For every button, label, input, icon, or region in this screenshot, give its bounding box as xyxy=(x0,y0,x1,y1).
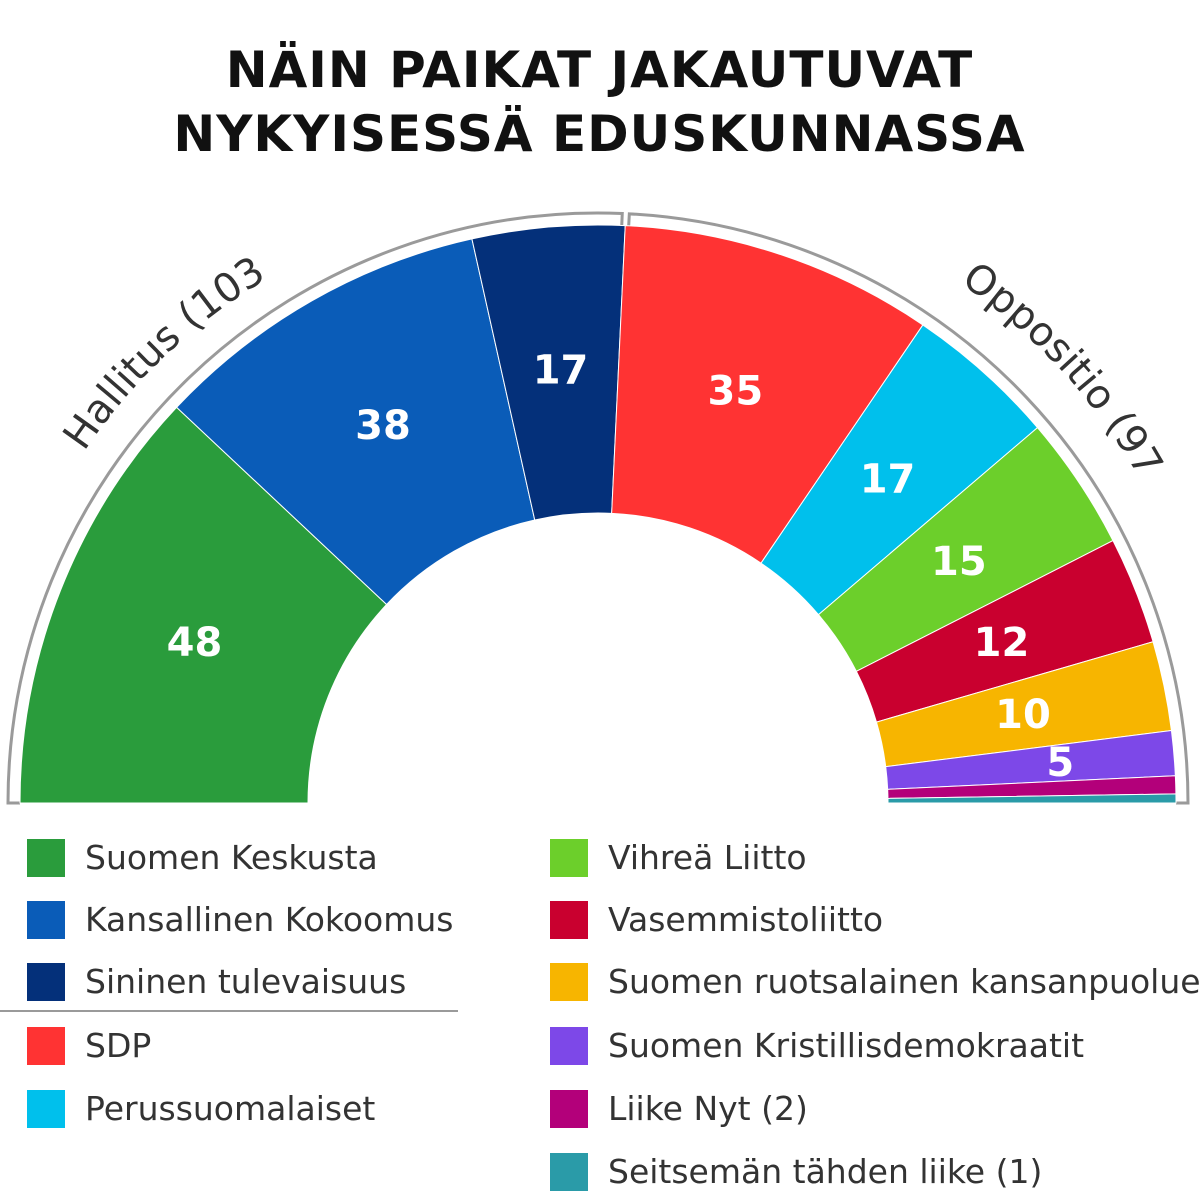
seat-label-vasemmistoliitto: 12 xyxy=(974,620,1030,666)
slice-suomen-keskusta xyxy=(19,406,388,804)
seat-label-sininen-tulevaisuus: 17 xyxy=(533,348,589,394)
slice-seitseman-tahden-liike-1 xyxy=(887,793,1177,804)
group-brackets xyxy=(6,211,1190,805)
bracket-opposition xyxy=(627,212,1190,805)
seat-label-kansallinen-kokoomus: 38 xyxy=(355,403,411,449)
seat-label-suomen-kristillisdemokraatit: 5 xyxy=(1046,740,1074,786)
chart-title-line-2: NYKYISESSÄ EDUSKUNNASSA xyxy=(173,105,1026,163)
seat-label-sdp: 35 xyxy=(708,368,764,414)
seat-label-perussuomalaiset: 17 xyxy=(860,457,916,503)
seat-label-suomen-keskusta: 48 xyxy=(167,620,223,666)
chart-title-line-1: NÄIN PAIKAT JAKAUTUVAT xyxy=(225,41,974,99)
seat-slices xyxy=(19,224,1177,804)
seat-label-suomen-ruotsalainen-kansanpuolue: 10 xyxy=(995,692,1051,738)
seat-labels: 48 38 17 35 17 15 12 105 xyxy=(167,348,1075,786)
slice-kansallinen-kokoomus xyxy=(175,238,536,606)
chart-title: NÄIN PAIKAT JAKAUTUVAT NYKYISESSÄ EDUSKU… xyxy=(0,38,1199,166)
seat-label-vihrea-liitto: 15 xyxy=(931,539,987,585)
bracket-government xyxy=(6,211,624,805)
